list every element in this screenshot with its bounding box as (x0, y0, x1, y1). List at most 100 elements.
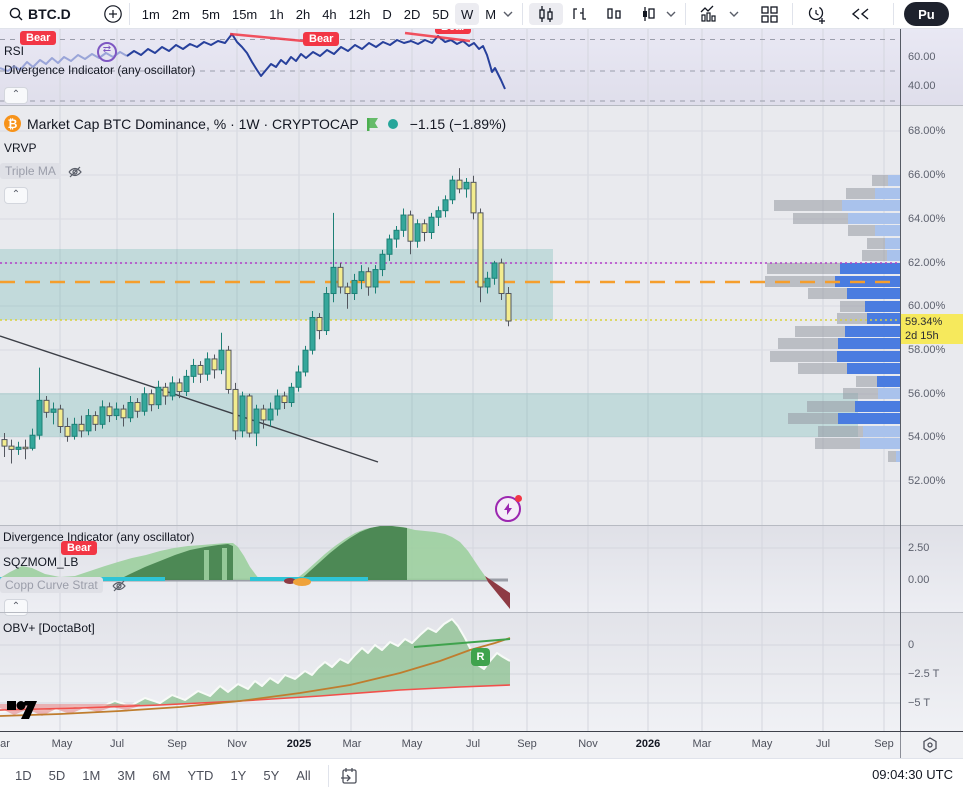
axis-label: 52.00% (908, 475, 946, 487)
timeframe-12h[interactable]: 12h (348, 6, 371, 22)
triple-ma-label[interactable]: Triple MA (0, 163, 61, 179)
eye-slash-icon[interactable] (110, 577, 128, 595)
axis-label: 56.00% (908, 388, 946, 400)
flag-icon[interactable] (365, 117, 380, 131)
eye-slash-icon[interactable] (66, 163, 84, 181)
vrvp-label[interactable]: VRVP (4, 141, 37, 155)
chart-type-hollow-candles-icon[interactable] (597, 3, 631, 25)
rsi-divergence-label[interactable]: Divergence Indicator (any oscillator) (4, 63, 196, 77)
timeframe-M[interactable]: M (485, 6, 497, 22)
axis-label: 40.00 (908, 80, 936, 92)
status-dot-icon[interactable] (386, 117, 400, 131)
bottom-separator (327, 764, 329, 787)
bear-badge: Bear (303, 32, 340, 46)
time-tick: 2026 (635, 738, 661, 750)
chart-type-chevron-down-icon[interactable] (663, 6, 679, 22)
time-tick: Sep (167, 738, 187, 750)
range-1M[interactable]: 1M (82, 768, 101, 783)
time-tick: Jul (815, 738, 831, 750)
pane-separator[interactable] (0, 525, 963, 526)
timeframe-4h[interactable]: 4h (322, 6, 337, 22)
time-tick: Sep (874, 738, 894, 750)
axis-label: 0.00 (908, 574, 930, 586)
r-signal-badge: R (471, 648, 490, 666)
obv-label[interactable]: OBV+ [DoctaBot] (3, 621, 95, 635)
axis-label: 2.50 (908, 542, 930, 554)
indicators-chevron-down-icon[interactable] (726, 6, 742, 22)
timeframe-W[interactable]: W (455, 3, 480, 25)
range-All[interactable]: All (296, 768, 311, 783)
timeframe-2m[interactable]: 2m (171, 6, 190, 22)
timeframe-2h[interactable]: 2h (295, 6, 311, 22)
timeframe-5D[interactable]: 5D (432, 6, 450, 22)
price-scale-border (900, 28, 901, 731)
rsi-label[interactable]: RSI (4, 44, 25, 58)
timeframe-1m[interactable]: 1m (141, 6, 160, 22)
squeeze-plot (0, 525, 900, 612)
collapse-squeeze-pane-button[interactable]: ⌃ (4, 599, 28, 616)
timeframe-15m[interactable]: 15m (231, 6, 258, 22)
pane-separator[interactable] (0, 612, 963, 613)
timeframe-D[interactable]: D (382, 6, 392, 22)
time-tick: Nov (578, 738, 598, 750)
axis-label: 0 (908, 639, 915, 651)
main-price-pane[interactable]: ₿ Market Cap BTC Dominance, % · 1W · CRY… (0, 105, 963, 525)
sqzmom-label[interactable]: SQZMOM_LB (3, 555, 79, 569)
chart-title[interactable]: Market Cap BTC Dominance, % · 1W · CRYPT… (27, 115, 359, 132)
publish-button[interactable]: Pu (904, 2, 949, 26)
rsi-pane[interactable]: RSI Divergence Indicator (any oscillator… (0, 28, 963, 105)
range-1Y[interactable]: 1Y (230, 768, 247, 783)
notification-dot (515, 495, 522, 502)
axis-label: 64.00% (908, 213, 946, 225)
obv-plot (0, 612, 900, 731)
toolbar-separator (893, 3, 895, 25)
obv-pane[interactable]: OBV+ [DoctaBot] R (0, 612, 963, 731)
bear-badge: Bear (435, 28, 472, 34)
time-tick: May (51, 738, 73, 750)
tradingview-logo (7, 696, 39, 720)
collapse-main-pane-button[interactable]: ⌃ (4, 187, 28, 204)
divergence-indicator-label[interactable]: Divergence Indicator (any oscillator) (3, 530, 195, 544)
pane-separator[interactable] (0, 105, 963, 106)
range-YTD[interactable]: YTD (187, 768, 214, 783)
current-price-badge: 59.34% 2d 15h (901, 314, 963, 344)
timeframe-chevron-down-icon[interactable] (500, 6, 516, 22)
layout-grid-icon[interactable] (752, 3, 786, 25)
range-6M[interactable]: 6M (152, 768, 171, 783)
chart-type-bars-icon[interactable] (563, 3, 597, 25)
collapse-rsi-pane-button[interactable]: ⌃ (4, 87, 28, 104)
chart-area[interactable]: RSI Divergence Indicator (any oscillator… (0, 28, 963, 731)
symbol-name[interactable]: BTC.D (28, 6, 71, 22)
timeframe-1h[interactable]: 1h (269, 6, 284, 22)
toolbar-separator (128, 3, 130, 25)
squeeze-momentum-pane[interactable]: Divergence Indicator (any oscillator) Be… (0, 525, 963, 616)
bar-countdown: 2d 15h (905, 330, 939, 342)
search-icon[interactable] (8, 6, 24, 22)
timeframe-5m[interactable]: 5m (201, 6, 220, 22)
range-row: 1D 5D 1M 3M 6M YTD 1Y 5Y All (5, 765, 318, 786)
time-scale-corner-border (900, 732, 901, 759)
range-5Y[interactable]: 5Y (263, 768, 280, 783)
copp-curve-label[interactable]: Copp Curve Strat (0, 577, 103, 593)
chart-properties-icon[interactable] (920, 736, 940, 756)
range-5D[interactable]: 5D (48, 768, 66, 783)
range-1D[interactable]: 1D (15, 768, 32, 783)
time-scale[interactable]: ar May Jul Sep Nov 2025 Mar May Jul Sep Nov 2026 Mar… (0, 731, 963, 759)
chart-type-candles-icon[interactable] (529, 3, 564, 25)
indicators-icon[interactable] (692, 3, 728, 25)
bottom-toolbar: 1D 5D 1M 3M 6M YTD 1Y 5Y All 09:04:30 UTC (0, 758, 963, 791)
range-3M[interactable]: 3M (117, 768, 136, 783)
time-tick: Sep (517, 738, 537, 750)
add-alert-icon[interactable] (799, 3, 835, 25)
timeframe-2D[interactable]: 2D (403, 6, 421, 22)
time-tick: May (751, 738, 773, 750)
add-symbol-icon[interactable] (103, 4, 123, 24)
time-tick: Nov (227, 738, 247, 750)
go-to-date-icon[interactable] (339, 766, 359, 786)
time-tick: Mar (342, 738, 362, 750)
flash-event-icon[interactable] (495, 495, 522, 522)
chart-type-custom-icon[interactable] (631, 3, 665, 25)
bar-replay-icon[interactable] (843, 3, 879, 25)
axis-label: 60.00 (908, 51, 936, 63)
clock-utc[interactable]: 09:04:30 UTC (872, 767, 953, 782)
